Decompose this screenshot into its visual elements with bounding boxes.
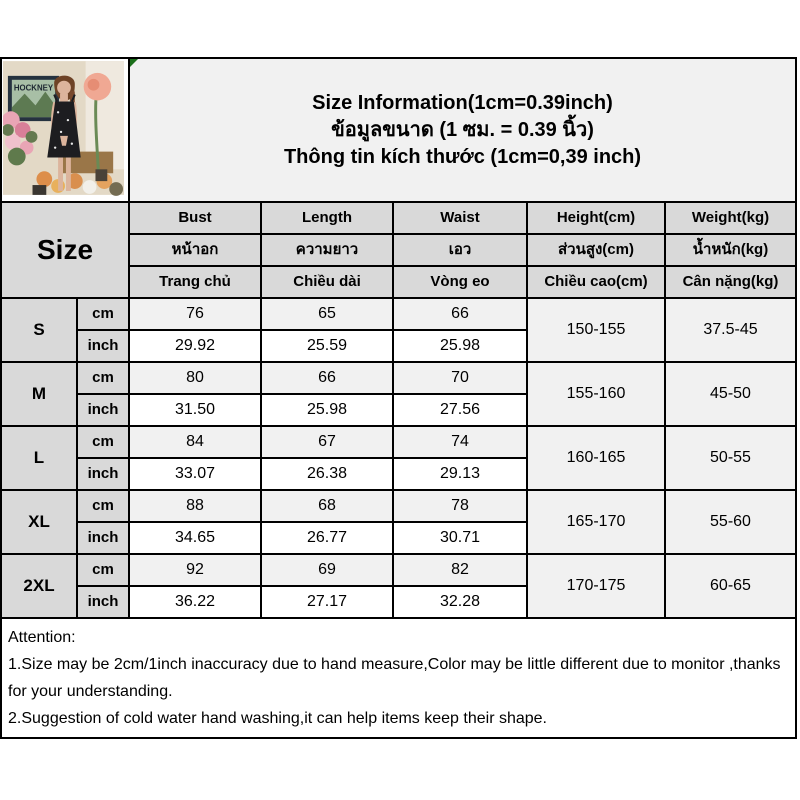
value-s-length-cm: 65 — [262, 299, 392, 329]
col-header-length-vi: Chiều dài — [262, 267, 392, 297]
col-header-bust-vi: Trang chủ — [130, 267, 260, 297]
attention-note-1: 1.Size may be 2cm/1inch inaccuracy due t… — [8, 656, 781, 700]
value-m-length-inch: 25.98 — [262, 395, 392, 425]
unit-label-cm: cm — [78, 427, 128, 457]
value-m-weight: 45-50 — [666, 363, 795, 425]
value-s-length-inch: 25.59 — [262, 331, 392, 361]
value-xl-length-cm: 68 — [262, 491, 392, 521]
unit-label-inch: inch — [78, 459, 128, 489]
value-m-bust-inch: 31.50 — [130, 395, 260, 425]
title-thai: ข้อมูลขนาด (1 ซม. = 0.39 นิ้ว) — [331, 118, 594, 141]
value-l-bust-cm: 84 — [130, 427, 260, 457]
unit-label-cm: cm — [78, 491, 128, 521]
unit-label-inch: inch — [78, 587, 128, 617]
value-xl-bust-inch: 34.65 — [130, 523, 260, 553]
col-header-bust-en: Bust — [130, 203, 260, 233]
value-2xl-height: 170-175 — [528, 555, 664, 617]
col-header-weight-en: Weight(kg) — [666, 203, 795, 233]
value-2xl-weight: 60-65 — [666, 555, 795, 617]
value-xl-length-inch: 26.77 — [262, 523, 392, 553]
value-xl-weight: 55-60 — [666, 491, 795, 553]
product-photo-illustration: HOCKNEY — [3, 61, 124, 196]
value-2xl-bust-cm: 92 — [130, 555, 260, 585]
col-header-bust-th: หน้าอก — [130, 235, 260, 265]
value-m-waist-inch: 27.56 — [394, 395, 526, 425]
attention-note-2: 2.Suggestion of cold water hand washing,… — [8, 710, 547, 727]
size-row-label-m: M — [2, 363, 76, 425]
value-s-bust-inch: 29.92 — [130, 331, 260, 361]
value-xl-height: 165-170 — [528, 491, 664, 553]
value-l-length-inch: 26.38 — [262, 459, 392, 489]
size-row-label-xl: XL — [2, 491, 76, 553]
unit-label-cm: cm — [78, 555, 128, 585]
col-header-height-th: ส่วนสูง(cm) — [528, 235, 664, 265]
col-header-length-th: ความยาว — [262, 235, 392, 265]
value-2xl-bust-inch: 36.22 — [130, 587, 260, 617]
unit-label-cm: cm — [78, 299, 128, 329]
value-s-waist-inch: 25.98 — [394, 331, 526, 361]
value-m-height: 155-160 — [528, 363, 664, 425]
col-header-waist-th: เอว — [394, 235, 526, 265]
value-xl-bust-cm: 88 — [130, 491, 260, 521]
value-m-waist-cm: 70 — [394, 363, 526, 393]
value-xl-waist-cm: 78 — [394, 491, 526, 521]
value-2xl-waist-inch: 32.28 — [394, 587, 526, 617]
unit-label-cm: cm — [78, 363, 128, 393]
value-l-waist-inch: 29.13 — [394, 459, 526, 489]
value-xl-waist-inch: 30.71 — [394, 523, 526, 553]
value-s-bust-cm: 76 — [130, 299, 260, 329]
value-l-length-cm: 67 — [262, 427, 392, 457]
attention-notes: Attention: 1.Size may be 2cm/1inch inacc… — [2, 619, 795, 737]
value-s-height: 150-155 — [528, 299, 664, 361]
size-row-label-l: L — [2, 427, 76, 489]
value-l-waist-cm: 74 — [394, 427, 526, 457]
col-header-height-en: Height(cm) — [528, 203, 664, 233]
value-2xl-length-cm: 69 — [262, 555, 392, 585]
value-l-weight: 50-55 — [666, 427, 795, 489]
title-english: Size Information(1cm=0.39inch) — [312, 91, 613, 114]
col-header-waist-en: Waist — [394, 203, 526, 233]
value-s-weight: 37.5-45 — [666, 299, 795, 361]
value-m-length-cm: 66 — [262, 363, 392, 393]
size-chart-table: HOCKNEY — [0, 57, 797, 739]
size-header: Size — [2, 203, 128, 297]
unit-label-inch: inch — [78, 395, 128, 425]
value-l-height: 160-165 — [528, 427, 664, 489]
value-2xl-waist-cm: 82 — [394, 555, 526, 585]
attention-heading: Attention: — [8, 629, 76, 646]
value-2xl-length-inch: 27.17 — [262, 587, 392, 617]
cell-corner-flag — [130, 59, 138, 67]
col-header-weight-vi: Cân nặng(kg) — [666, 267, 795, 297]
col-header-weight-th: น้ำหนัก(kg) — [666, 235, 795, 265]
value-s-waist-cm: 66 — [394, 299, 526, 329]
size-information-title: Size Information(1cm=0.39inch) ข้อมูลขนา… — [130, 59, 795, 201]
unit-label-inch: inch — [78, 523, 128, 553]
value-m-bust-cm: 80 — [130, 363, 260, 393]
col-header-waist-vi: Vòng eo — [394, 267, 526, 297]
size-row-label-2xl: 2XL — [2, 555, 76, 617]
product-photo: HOCKNEY — [2, 59, 128, 201]
value-l-bust-inch: 33.07 — [130, 459, 260, 489]
poster-text: HOCKNEY — [14, 84, 54, 93]
unit-label-inch: inch — [78, 331, 128, 361]
col-header-length-en: Length — [262, 203, 392, 233]
col-header-height-vi: Chiều cao(cm) — [528, 267, 664, 297]
title-vietnamese: Thông tin kích thước (1cm=0,39 inch) — [283, 145, 642, 168]
size-row-label-s: S — [2, 299, 76, 361]
